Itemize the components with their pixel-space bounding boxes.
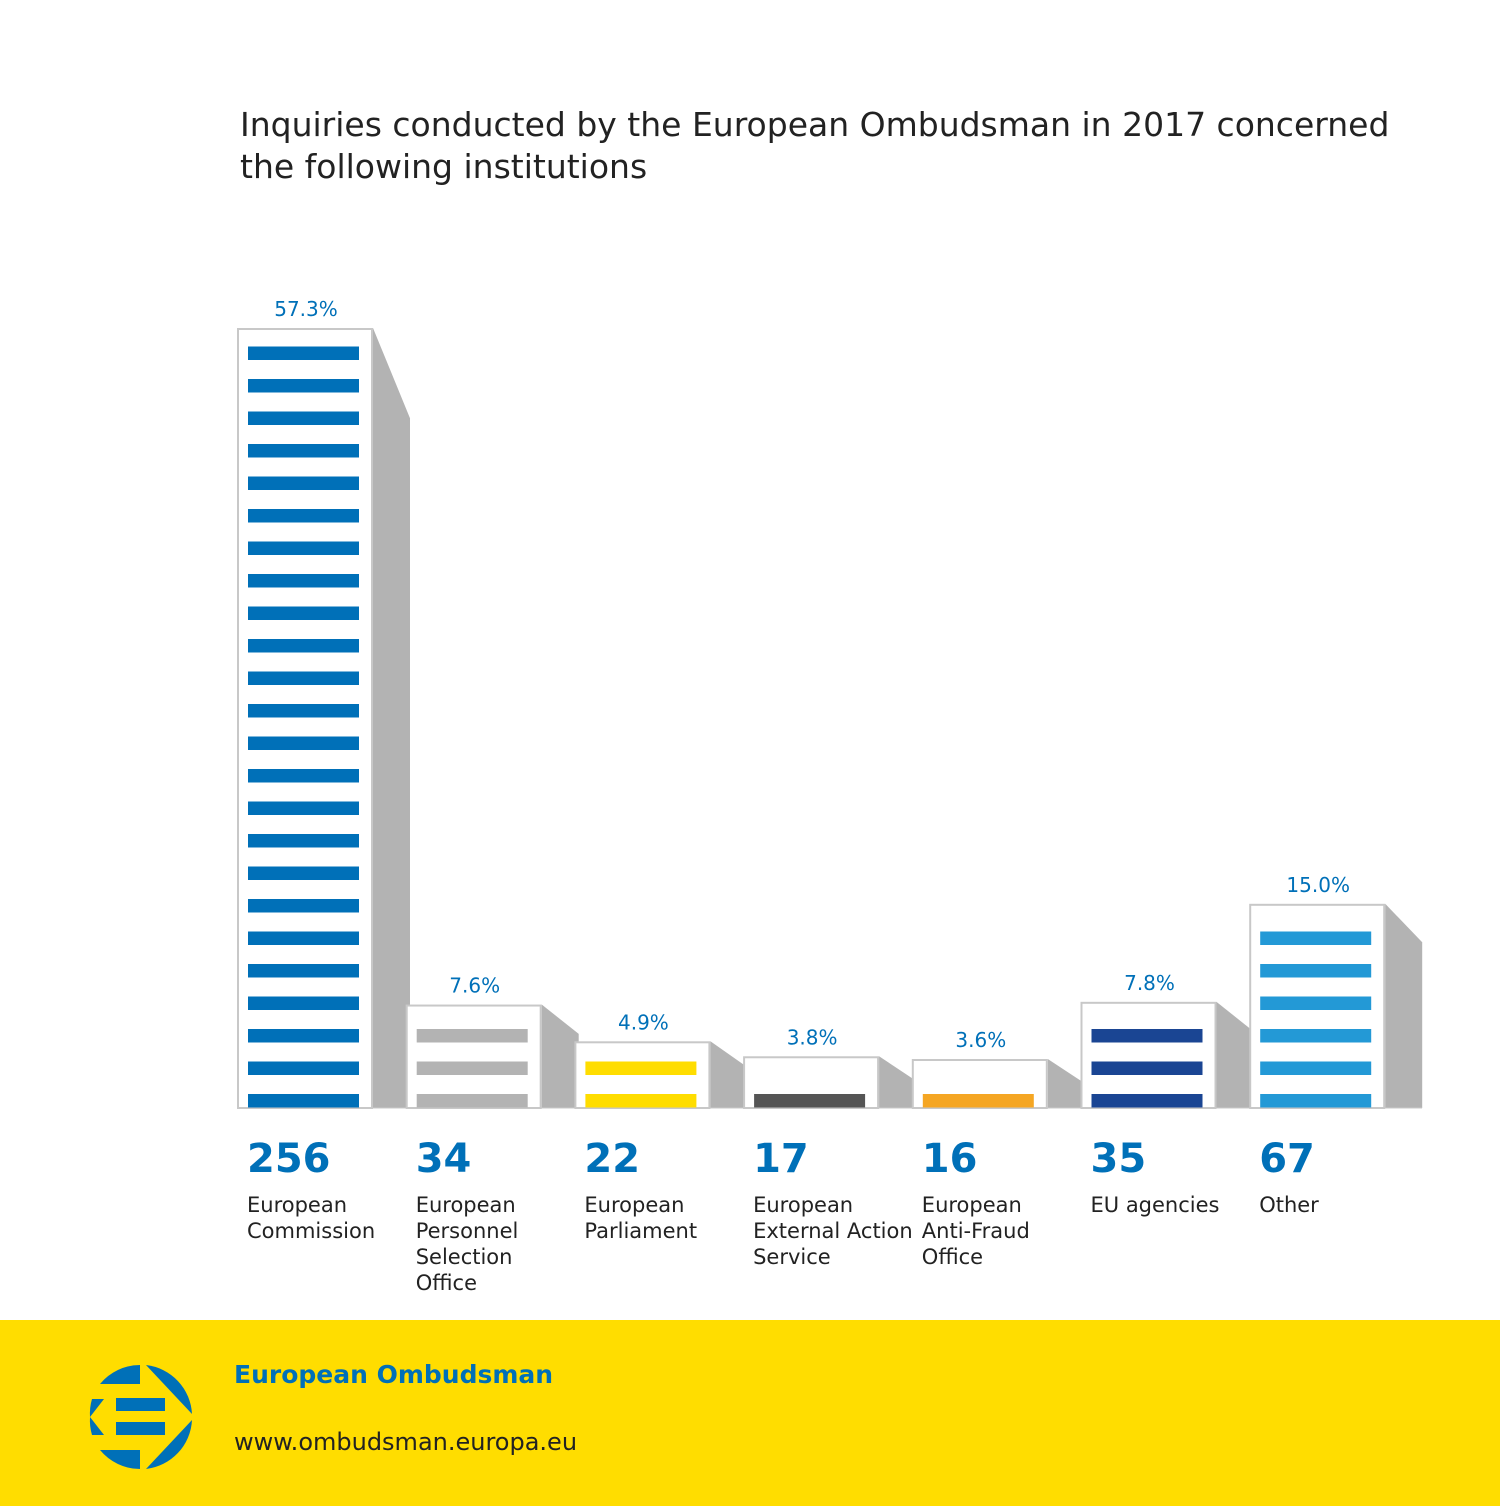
ombudsman-logo-icon (89, 1365, 192, 1469)
bar-stripe (248, 444, 359, 458)
bar-stripe (585, 1094, 697, 1108)
bar-stripe (1260, 996, 1372, 1010)
bar-stripe (1260, 964, 1372, 978)
bar-shadow (710, 1041, 748, 1108)
bar-stripe (248, 639, 359, 653)
website-url: www.ombudsman.europa.eu (234, 1428, 578, 1456)
bar-stripe (248, 801, 359, 815)
category-label: European Personnel Selection Office (415, 1193, 519, 1295)
bar-stripe (248, 346, 359, 360)
bar (1080, 1001, 1217, 1109)
bar-stripe (1091, 1094, 1203, 1108)
bar-shadow (541, 1004, 579, 1108)
bar (405, 1004, 542, 1109)
bar-shadow (1047, 1058, 1085, 1108)
bar-stripe (248, 704, 359, 718)
bar-stripe (248, 606, 359, 620)
bar-stripe (1260, 1094, 1372, 1108)
bar-stripe (248, 509, 359, 523)
bar-stripe (248, 476, 359, 490)
category-label: European Anti-Fraud Office (921, 1193, 1030, 1269)
bar-stripe (248, 964, 359, 978)
bar-stripe (248, 379, 359, 393)
bar-stripe (754, 1094, 866, 1108)
data-label: 3.6% (955, 1028, 1006, 1052)
count-label: 35 (1090, 1136, 1147, 1182)
count-label: 256 (247, 1136, 331, 1182)
organization-name: European Ombudsman (234, 1360, 554, 1389)
bar-stripe (248, 1029, 359, 1043)
bar-shadow (879, 1056, 917, 1108)
bar-stripe (248, 574, 359, 588)
bar-stripe (248, 1061, 359, 1075)
bar-stripe (1091, 1029, 1203, 1043)
bar-stripe (1091, 1061, 1203, 1075)
bar-stripe (248, 931, 359, 945)
bar-stripe (922, 1094, 1034, 1108)
bar-stripe (416, 1029, 528, 1043)
data-label: 7.8% (1124, 971, 1175, 995)
bar-stripe (416, 1094, 528, 1108)
bar-chart: 57.3% 7.6% 4.9% 3.8% 3.6% 7.8% 15.0% (237, 297, 1423, 1110)
bar-stripe (248, 769, 359, 783)
bar-stripe (248, 736, 359, 750)
category-label: Other (1259, 1193, 1319, 1217)
footer: European Ombudsman www.ombudsman.europa.… (0, 1320, 1500, 1506)
bar-stripe (585, 1061, 697, 1075)
bar-stripe (416, 1061, 528, 1075)
chart-title: Inquiries conducted by the European Ombu… (240, 105, 1390, 186)
data-label: 57.3% (274, 297, 338, 321)
bar-shadow (373, 328, 410, 1108)
bar-stripe (248, 411, 359, 425)
bar-stripe (1260, 1061, 1372, 1075)
data-label: 15.0% (1286, 873, 1350, 897)
category-label: European Parliament (584, 1193, 698, 1243)
count-label: 22 (584, 1136, 641, 1182)
data-label: 3.8% (787, 1025, 838, 1049)
count-label: 67 (1259, 1136, 1315, 1182)
bar-stripe (248, 866, 359, 880)
bar-stripe (248, 899, 359, 913)
bar-shadow (1385, 903, 1423, 1108)
bar-stripe (248, 1094, 359, 1108)
category-label: European Commission (247, 1193, 376, 1243)
count-label: 16 (921, 1136, 978, 1182)
data-label: 4.9% (618, 1010, 669, 1034)
bar-stripe (248, 996, 359, 1010)
data-label: 7.6% (449, 974, 500, 998)
bar-stripe (248, 671, 359, 685)
bar-stripe (248, 541, 359, 555)
count-label: 34 (415, 1136, 472, 1182)
category-label: European External Action Service (753, 1193, 913, 1269)
bar-stripe (1260, 931, 1372, 945)
bar-stripe (248, 834, 359, 848)
bar-stripe (1260, 1029, 1372, 1043)
bar-shadow (1216, 1001, 1254, 1108)
category-label: EU agencies (1090, 1193, 1220, 1217)
count-label: 17 (753, 1136, 809, 1182)
